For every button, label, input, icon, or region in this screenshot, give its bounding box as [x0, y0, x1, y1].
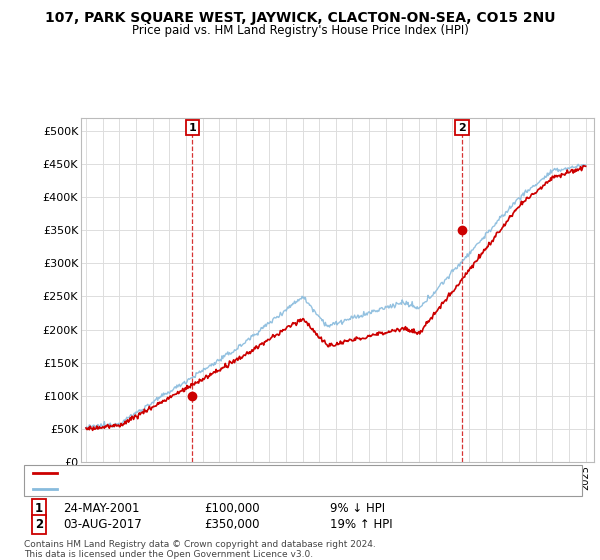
- Text: HPI: Average price, detached house, Tendring: HPI: Average price, detached house, Tend…: [60, 484, 298, 494]
- Text: £350,000: £350,000: [204, 518, 260, 531]
- Text: Price paid vs. HM Land Registry's House Price Index (HPI): Price paid vs. HM Land Registry's House …: [131, 24, 469, 36]
- Text: Contains HM Land Registry data © Crown copyright and database right 2024.
This d: Contains HM Land Registry data © Crown c…: [24, 540, 376, 559]
- Text: 2: 2: [458, 123, 466, 133]
- Text: 9% ↓ HPI: 9% ↓ HPI: [330, 502, 385, 515]
- Text: 03-AUG-2017: 03-AUG-2017: [63, 518, 142, 531]
- Text: 2: 2: [35, 518, 43, 531]
- Text: £100,000: £100,000: [204, 502, 260, 515]
- Text: 1: 1: [188, 123, 196, 133]
- Text: 19% ↑ HPI: 19% ↑ HPI: [330, 518, 392, 531]
- Text: 107, PARK SQUARE WEST, JAYWICK, CLACTON-ON-SEA, CO15 2NU (detached house): 107, PARK SQUARE WEST, JAYWICK, CLACTON-…: [60, 468, 498, 478]
- Text: 107, PARK SQUARE WEST, JAYWICK, CLACTON-ON-SEA, CO15 2NU: 107, PARK SQUARE WEST, JAYWICK, CLACTON-…: [45, 11, 555, 25]
- Text: 1: 1: [35, 502, 43, 515]
- Text: 24-MAY-2001: 24-MAY-2001: [63, 502, 139, 515]
